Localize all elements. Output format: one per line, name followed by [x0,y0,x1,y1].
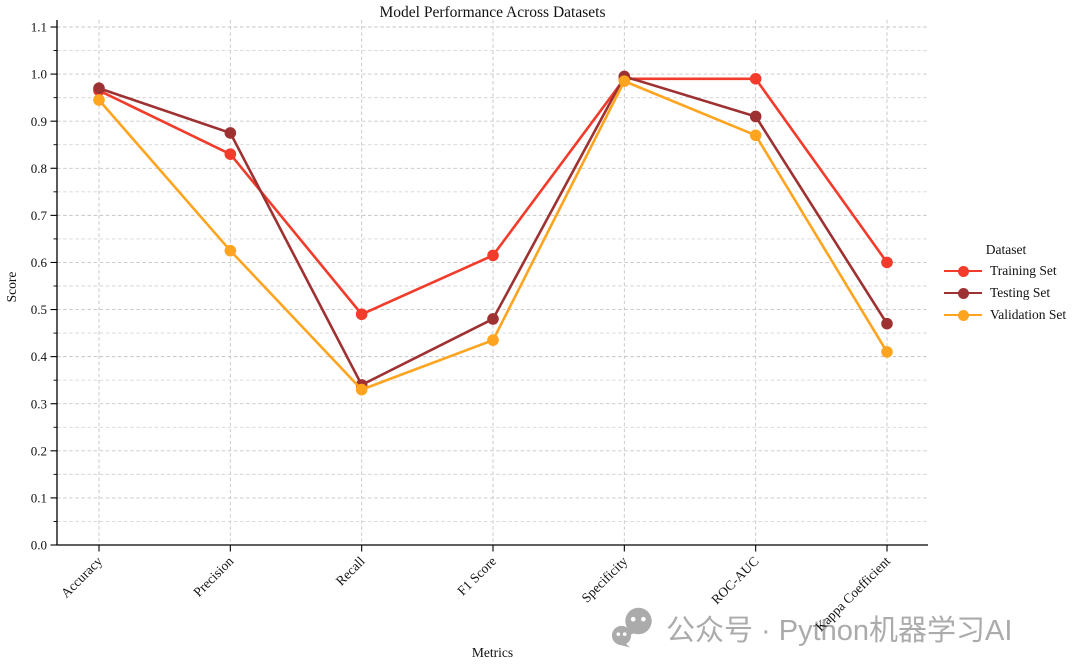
y-axis-tick-label: 0.9 [31,114,47,129]
data-point [224,244,237,257]
data-point [749,129,762,142]
legend-dot [957,265,969,277]
y-axis-tick-label: 0.3 [31,396,47,411]
data-point [355,383,368,396]
legend-row: Training Set [944,260,1078,282]
y-axis-tick-label: 0.4 [31,349,48,364]
legend-row: Validation Set [944,304,1078,326]
legend-label: Validation Set [990,307,1067,322]
data-point [224,148,237,160]
y-axis-tick-label: 0.7 [31,208,48,223]
y-axis-tick-label: 0.5 [31,302,47,317]
data-point [749,73,762,85]
legend-label: Training Set [990,263,1057,278]
legend: Dataset Training Set Testing Set Validatio… [944,240,1078,326]
y-axis-tick-label: 1.0 [31,67,47,82]
legend-row: Testing Set [944,282,1078,304]
data-point [618,75,631,87]
legend-dot [957,309,969,321]
data-point [881,256,893,269]
y-axis-tick-label: 1.1 [31,20,47,35]
x-axis-tick-label: Recall [333,553,368,588]
watermark-text: 公众号 · Python机器学习AI [666,615,1013,647]
legend-marker [944,309,982,321]
wechat-icon [611,607,652,648]
y-axis-tick-label: 0.8 [31,161,47,176]
data-point [355,308,368,321]
x-axis-tick-label: Precision [190,553,236,599]
data-point [93,82,105,95]
x-axis-tick-label: ROC-AUC [708,554,762,608]
y-axis-tick-label: 0.0 [31,538,47,553]
data-point [487,313,499,325]
legend-marker [944,287,982,299]
data-point [881,317,893,330]
x-axis-tick-label: Kappa Coefficient [812,553,893,634]
legend-dot [957,287,969,299]
legend-title: Dataset [985,242,1027,257]
data-point [881,346,893,358]
chart-title: Model Performance Across Datasets [379,4,606,21]
y-axis-tick-label: 0.2 [31,443,47,458]
legend-entries: Training Set Testing Set Validation Set [944,260,1078,326]
data-point [749,110,762,123]
y-axis-tick-label: 0.6 [31,255,48,270]
y-axis-tick-label: 0.1 [31,491,47,506]
x-axis-tick-label: F1 Score [454,554,499,599]
x-axis-label: Metrics [471,645,514,660]
data-point [487,249,499,262]
legend-marker [944,265,982,277]
data-point [93,94,105,106]
legend-label: Testing Set [990,285,1051,300]
watermark: 公众号 · Python机器学习AI [610,607,1012,649]
x-axis-tick-label: Specificity [578,553,630,605]
data-point [487,334,499,346]
data-point [224,127,237,139]
y-axis-label: Score [4,271,19,303]
x-axis-tick-label: Accuracy [58,553,105,600]
